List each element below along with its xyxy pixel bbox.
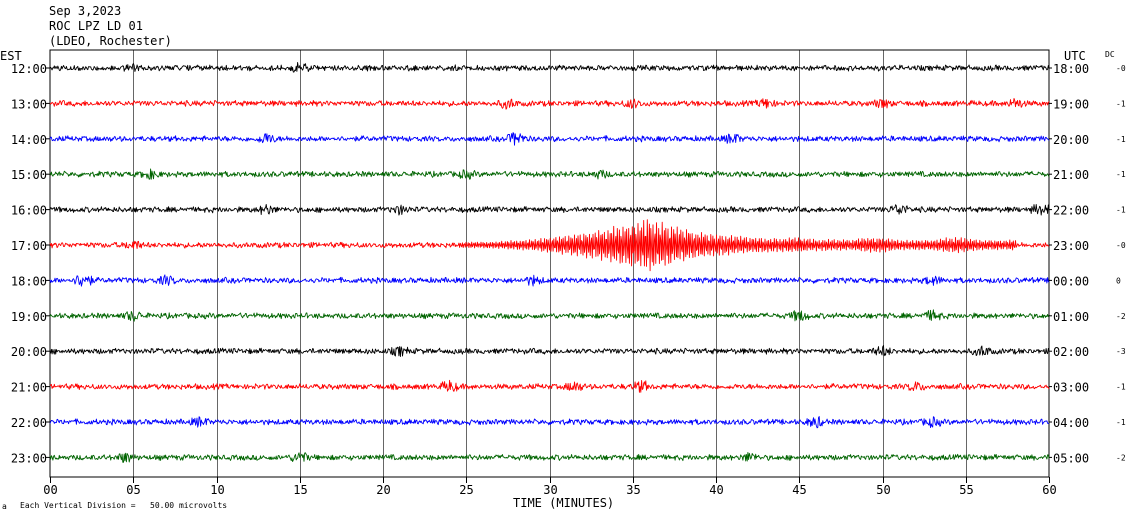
- plot-frame: [49, 49, 1050, 478]
- est-hour-label: 13:00: [11, 97, 47, 111]
- dc-offset-label: 0: [1116, 276, 1121, 285]
- est-hour-label: 21:00: [11, 381, 47, 395]
- dc-offset-label: -0: [1116, 64, 1126, 73]
- x-tick-label: 45: [792, 483, 806, 497]
- utc-axis-label: UTC: [1064, 49, 1086, 63]
- x-tick-label: 05: [126, 483, 140, 497]
- utc-hour-label: 03:00: [1053, 381, 1089, 395]
- scale-note: Each Vertical Division = 50.00 microvolt…: [20, 501, 228, 510]
- utc-hour-label: 21:00: [1053, 168, 1089, 182]
- dc-offset-label: -1: [1116, 206, 1126, 215]
- dc-offset-label: -0: [1116, 241, 1126, 250]
- seismic-trace: [49, 379, 1050, 393]
- utc-hour-label: 05:00: [1053, 451, 1089, 465]
- est-hour-label: 19:00: [11, 310, 47, 324]
- est-axis-label: EST: [0, 49, 22, 63]
- x-tick-label: 30: [543, 483, 557, 497]
- est-hour-label: 18:00: [11, 274, 47, 288]
- est-hour-label: 22:00: [11, 416, 47, 430]
- x-tick-label: 60: [1042, 483, 1056, 497]
- utc-hour-label: 02:00: [1053, 345, 1089, 359]
- est-hour-label: 23:00: [11, 451, 47, 465]
- dc-offset-label: -3: [1116, 347, 1126, 356]
- seismic-trace: [49, 274, 1050, 287]
- x-tick-label: 20: [376, 483, 390, 497]
- x-tick-label: 35: [626, 483, 640, 497]
- seismic-trace: [49, 168, 1050, 180]
- utc-hour-label: 20:00: [1053, 133, 1089, 147]
- utc-hour-label: 22:00: [1053, 204, 1089, 218]
- seismic-trace: [49, 309, 1050, 322]
- est-hour-label: 15:00: [11, 168, 47, 182]
- seismic-trace: [49, 219, 1049, 272]
- utc-hour-label: 01:00: [1053, 310, 1089, 324]
- utc-hour-label: 19:00: [1053, 97, 1089, 111]
- x-tick-label: 25: [459, 483, 473, 497]
- x-axis-title: TIME (MINUTES): [513, 496, 615, 510]
- seismic-trace: [49, 203, 1050, 216]
- dc-offset-label: -2: [1116, 312, 1126, 321]
- dc-offset-label: -1: [1116, 170, 1126, 179]
- utc-hour-label: 00:00: [1053, 274, 1089, 288]
- dc-offset-label: -1: [1116, 135, 1126, 144]
- dc-offset-label: -1: [1116, 99, 1126, 108]
- dc-offset-label: -1: [1116, 418, 1126, 427]
- seismic-trace: [49, 345, 1050, 358]
- est-hour-label: 16:00: [11, 204, 47, 218]
- x-tick-label: 55: [959, 483, 973, 497]
- utc-hour-label: 04:00: [1053, 416, 1089, 430]
- est-hour-label: 20:00: [11, 345, 47, 359]
- utc-hour-label: 23:00: [1053, 239, 1089, 253]
- est-hour-label: 17:00: [11, 239, 47, 253]
- corner-mark: a: [2, 502, 7, 511]
- est-hour-label: 12:00: [11, 62, 47, 76]
- seismic-trace: [49, 132, 1050, 146]
- seismic-trace: [49, 451, 1050, 463]
- dc-column-label: DC: [1105, 50, 1115, 59]
- x-tick-label: 00: [43, 483, 57, 497]
- network-name: (LDEO, Rochester): [49, 34, 172, 48]
- station-name: ROC LPZ LD 01: [49, 19, 143, 33]
- utc-hour-label: 18:00: [1053, 62, 1089, 76]
- seismic-trace: [49, 97, 1050, 110]
- seismic-trace: [49, 416, 1050, 429]
- dc-offset-label: -1: [1116, 383, 1126, 392]
- x-tick-label: 15: [293, 483, 307, 497]
- x-tick-label: 50: [876, 483, 890, 497]
- seismic-trace: [49, 62, 1050, 73]
- x-tick-label: 10: [210, 483, 224, 497]
- record-date: Sep 3,2023: [49, 4, 122, 18]
- x-tick-label: 40: [709, 483, 723, 497]
- dc-offset-label: -2: [1116, 453, 1126, 462]
- est-hour-label: 14:00: [11, 133, 47, 147]
